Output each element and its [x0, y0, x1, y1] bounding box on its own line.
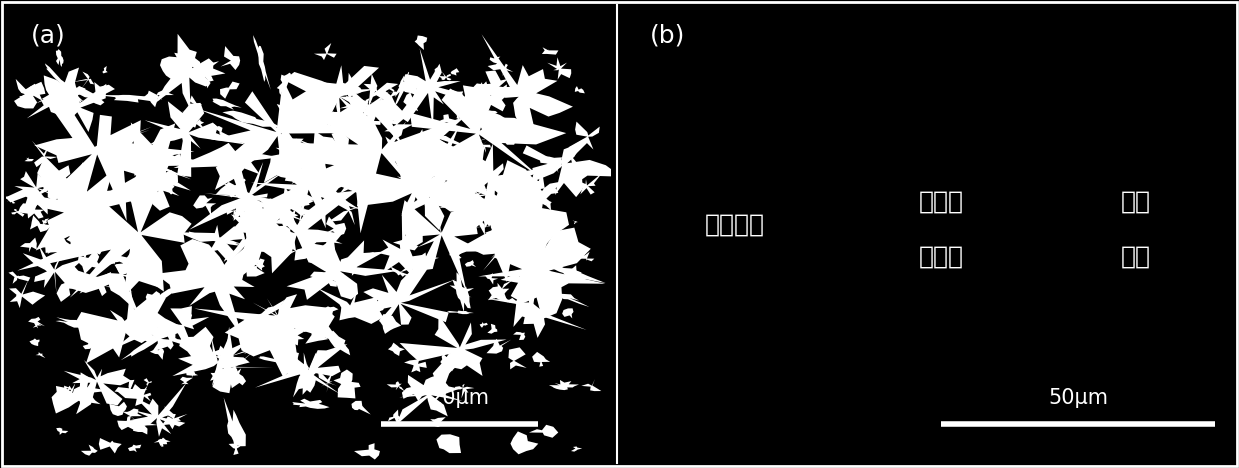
Text: 镖嵌: 镖嵌: [1120, 190, 1151, 214]
Text: 20μm: 20μm: [430, 388, 489, 408]
Text: (a): (a): [31, 23, 66, 47]
Text: 合金基体: 合金基体: [705, 213, 764, 237]
Text: 50μm: 50μm: [1048, 388, 1108, 408]
Text: 树脂: 树脂: [1120, 245, 1151, 269]
Text: (b): (b): [650, 23, 685, 47]
Text: 錢涂层: 錢涂层: [919, 245, 964, 269]
Text: 二硅化: 二硅化: [919, 190, 964, 214]
